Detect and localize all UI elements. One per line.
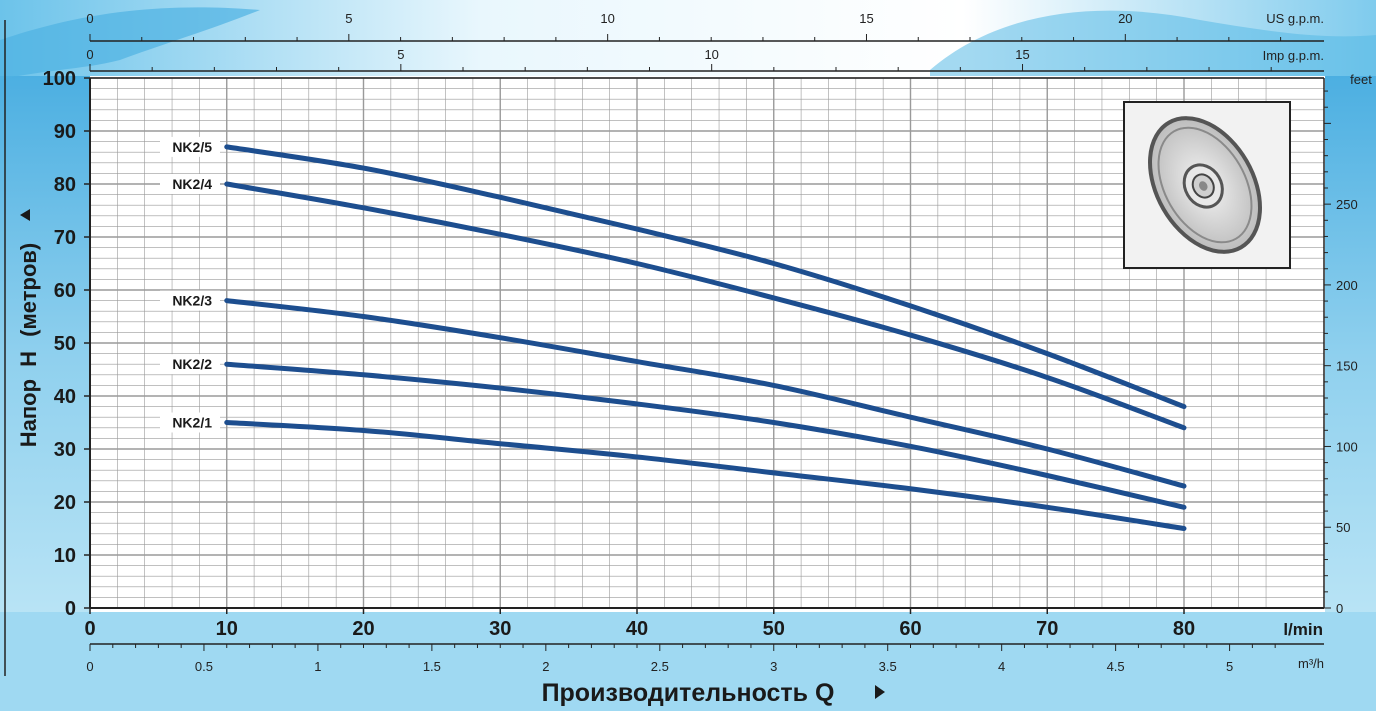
feet-tick-label: 250: [1336, 197, 1358, 212]
y-axis-title: Напор H (метров): [16, 209, 41, 447]
imp-gpm-unit-label: Imp g.p.m.: [1263, 48, 1324, 63]
m3h-tick-label: 0: [86, 659, 93, 674]
m3h-tick-label: 4.5: [1107, 659, 1125, 674]
x-tick-label: 0: [84, 618, 95, 640]
y-tick-label: 30: [54, 439, 76, 461]
x-tick-label: 40: [626, 618, 648, 640]
m3h-tick-label: 5: [1226, 659, 1233, 674]
y-axis-title-prefix: Напор: [16, 379, 41, 447]
y-tick-label: 20: [54, 492, 76, 514]
us-gpm-tick-label: 15: [859, 11, 873, 26]
x-tick-label: 70: [1036, 618, 1058, 640]
m3h-tick-label: 4: [998, 659, 1005, 674]
feet-unit-label: feet: [1350, 72, 1372, 87]
curve-nk2-3: [224, 298, 1187, 489]
curve-nk2-4: [224, 181, 1187, 431]
feet-tick-label: 50: [1336, 520, 1350, 535]
m3h-tick-label: 3: [770, 659, 777, 674]
svg-text:Напор H (метро: Напор H (метров): [16, 243, 41, 448]
m3h-tick-label: 2.5: [651, 659, 669, 674]
y-tick-label: 50: [54, 333, 76, 355]
series-label-bg-nk2-2: [160, 354, 220, 375]
y-tick-label: 40: [54, 386, 76, 408]
y-axis-title-suffix: (метров): [16, 243, 41, 337]
feet-tick-label: 200: [1336, 278, 1358, 293]
feet-tick-label: 100: [1336, 439, 1358, 454]
series-label-bg-nk2-5: [160, 136, 220, 157]
m3h-tick-label: 1: [314, 659, 321, 674]
us-gpm-tick-label: 0: [86, 11, 93, 26]
series-label-bg-nk2-1: [160, 412, 220, 433]
axes: [4, 20, 1325, 676]
series-label-nk2-3: NK2/3: [172, 293, 212, 309]
us-gpm-unit-label: US g.p.m.: [1266, 11, 1324, 26]
m3h-tick-label: 3.5: [879, 659, 897, 674]
us-gpm-tick-label: 10: [600, 11, 614, 26]
water-left-band: [0, 0, 90, 711]
m3h-tick-label: 0.5: [195, 659, 213, 674]
feet-tick-label: 150: [1336, 359, 1358, 374]
x-tick-label: 20: [352, 618, 374, 640]
imp-gpm-tick-label: 0: [86, 47, 93, 62]
x-tick-label: 10: [216, 618, 238, 640]
y-tick-label: 0: [65, 598, 76, 620]
series-label-nk2-2: NK2/2: [172, 356, 212, 372]
water-right-band: [1325, 0, 1376, 711]
water-bottom-band: [0, 612, 1376, 711]
curve-nk2-2: [224, 361, 1187, 510]
water-splash-right: [930, 10, 1376, 76]
series-label-bg-nk2-4: [160, 174, 220, 194]
m3h-unit-label: m³/h: [1298, 656, 1324, 671]
feet-tick-label: 0: [1336, 601, 1343, 616]
x-tick-label: 80: [1173, 618, 1195, 640]
water-splash-left: [0, 7, 260, 81]
x-tick-label: 30: [489, 618, 511, 640]
us-gpm-tick-label: 5: [345, 11, 352, 26]
impeller-icon: [1148, 116, 1262, 254]
series-label-nk2-1: NK2/1: [172, 415, 212, 431]
series-label-nk2-5: NK2/5: [172, 139, 212, 155]
imp-gpm-tick-label: 10: [704, 47, 718, 62]
y-tick-label: 70: [54, 227, 76, 249]
curve-nk2-5: [224, 144, 1187, 410]
pump-curves: NK2/5 NK2/4 NK2/3 NK2/2 NK2/1: [160, 136, 1187, 531]
m3h-tick-label: 2: [542, 659, 549, 674]
series-label-nk2-4: NK2/4: [172, 176, 212, 192]
y-tick-label: 100: [43, 68, 76, 90]
y-axis-title-symbol: H: [16, 351, 41, 367]
y-tick-label: 10: [54, 545, 76, 567]
x-unit-label: l/min: [1283, 620, 1323, 639]
series-label-bg-nk2-3: [160, 290, 220, 311]
m3h-tick-label: 1.5: [423, 659, 441, 674]
y-tick-label: 90: [54, 121, 76, 143]
us-gpm-tick-label: 20: [1118, 11, 1132, 26]
y-tick-label: 80: [54, 174, 76, 196]
x-axis-arrow-icon: [875, 685, 885, 699]
imp-gpm-tick-label: 15: [1015, 47, 1029, 62]
x-axis-title-text: Производительность Q: [542, 679, 835, 707]
x-tick-label: 60: [899, 618, 921, 640]
x-tick-label: 50: [763, 618, 785, 640]
impeller-photo: [1123, 101, 1291, 269]
curve-nk2-1: [224, 420, 1187, 531]
y-tick-label: 60: [54, 280, 76, 302]
imp-gpm-tick-label: 5: [397, 47, 404, 62]
y-axis-arrow-icon: [20, 209, 30, 221]
x-axis-title: Производительность Q: [542, 679, 885, 707]
